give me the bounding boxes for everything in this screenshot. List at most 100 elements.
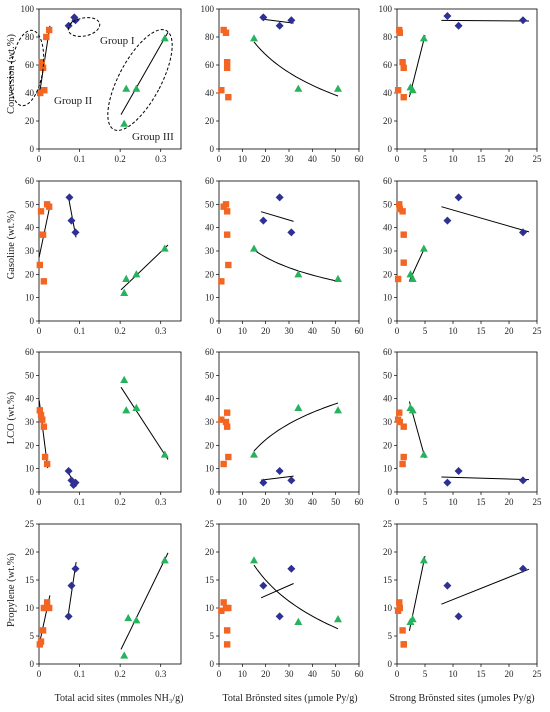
y-tick-label: 40 (383, 88, 393, 98)
group-iii-point (120, 119, 129, 127)
group-iii-point (408, 274, 417, 282)
x-tick-label: 10 (238, 154, 248, 164)
group-iii-trend-line (120, 552, 169, 650)
group-iii-point (334, 84, 342, 92)
group-i-trend-line (441, 476, 530, 481)
y-tick-label: 10 (25, 464, 35, 474)
y-tick-label: 0 (210, 316, 215, 326)
group-iii-point (160, 556, 169, 564)
group-i-point (287, 564, 296, 573)
x-tick-label: 20 (505, 154, 515, 164)
group-iii-point (419, 556, 428, 564)
x-tick-label: 0 (217, 326, 222, 336)
group-ii-point (39, 627, 47, 634)
group-iii-point (419, 244, 428, 252)
group-i-trend-line (441, 19, 530, 22)
x-tick-label: 20 (505, 497, 515, 507)
x-tick-label: 15 (477, 326, 487, 336)
group-iii-point (120, 288, 129, 296)
group-i-trend-line (261, 18, 294, 24)
group-i-trend-line (260, 583, 294, 599)
panel-r1-c0: 0 0.1 0.2 0.3 0 10 20 30 40 50 60 (25, 176, 182, 336)
group-ii-point (218, 607, 225, 614)
group-ii-point (218, 278, 225, 285)
x-tick-label: 0.2 (115, 669, 126, 679)
y-tick-label: 5 (388, 631, 393, 641)
group-i-point (287, 476, 296, 485)
group-iii-point (122, 274, 131, 282)
y-tick-label: 60 (383, 176, 393, 186)
x-tick-label: 60 (355, 497, 365, 507)
y-tick-label: 25 (205, 519, 215, 529)
group-iii-trend-line (120, 386, 169, 460)
group-i-trend-line (260, 211, 294, 222)
group-i-point (64, 612, 73, 621)
y-tick-label: 60 (205, 176, 215, 186)
group-iii-point (132, 84, 141, 92)
x-tick-label: 0.2 (115, 497, 126, 507)
group-i-point (519, 476, 527, 485)
y-tick-label: 20 (25, 269, 35, 279)
group-ii-point (220, 599, 227, 606)
plot-frame (38, 523, 182, 665)
group-ii-point (400, 259, 407, 266)
y-tick-label: 40 (205, 394, 215, 404)
row-label-conversion: Conversion (wt.%) (6, 34, 17, 114)
x-tick-label: 0 (395, 669, 400, 679)
group-ii-point (39, 64, 47, 71)
x-tick-label: 0 (395, 154, 400, 164)
x-tick-label: 0 (37, 326, 42, 336)
x-tick-label: 10 (449, 669, 459, 679)
y-tick-label: 0 (388, 144, 393, 154)
y-tick-label: 50 (25, 199, 35, 209)
group-i-point (519, 16, 527, 25)
x-tick-label: 40 (308, 154, 318, 164)
y-tick-label: 20 (205, 440, 215, 450)
group-i-point (519, 228, 527, 237)
group-ii-point (41, 453, 49, 461)
group-i-point (454, 467, 463, 475)
group-ii-point (400, 231, 407, 238)
group-ii-point (396, 409, 403, 416)
y-tick-label: 40 (383, 223, 393, 233)
x-tick-label: 0.2 (115, 154, 126, 164)
panel-r3-c1: 0 10 20 30 40 50 60 0 5 10 15 20 25 (205, 519, 364, 679)
x-tick-label: 0.2 (115, 326, 126, 336)
group-iii-point (120, 651, 129, 659)
y-tick-label: 60 (205, 347, 215, 357)
group-ii-point (399, 627, 406, 634)
group-iii-trend-line (253, 249, 339, 282)
y-tick-label: 10 (383, 464, 393, 474)
group-iii-trend-line (120, 32, 169, 115)
group-ii-point (40, 423, 48, 430)
group-i-point (259, 581, 268, 590)
plot-frame (396, 523, 538, 665)
group-ii-point (400, 64, 407, 71)
group-iii-point (120, 375, 129, 383)
y-tick-label: 80 (205, 32, 215, 42)
x-tick-label: 10 (238, 669, 248, 679)
x-tick-label: 0 (217, 669, 222, 679)
y-tick-label: 20 (25, 116, 35, 126)
x-tick-label: 10 (238, 326, 248, 336)
group-ii-point (400, 423, 407, 430)
plot-frame (396, 180, 538, 322)
y-tick-label: 20 (383, 116, 393, 126)
x-tick-label: 10 (449, 497, 459, 507)
group-i-trend-line (441, 568, 530, 605)
y-tick-label: 40 (383, 394, 393, 404)
x-tick-label: 60 (355, 669, 365, 679)
group-ii-point (396, 29, 403, 36)
panel-r2-c0: 0 0.1 0.2 0.3 0 10 20 30 40 50 60 (25, 347, 182, 507)
y-tick-label: 0 (30, 487, 35, 497)
y-tick-label: 10 (25, 293, 35, 303)
group-i-point (275, 21, 284, 30)
group-ii-point (396, 201, 403, 208)
group-i-point (259, 13, 268, 22)
x-tick-label: 0.1 (74, 669, 85, 679)
x-tick-label: 20 (261, 669, 271, 679)
x-tick-label: 0.3 (155, 669, 167, 679)
group-ii-point (220, 460, 227, 468)
x-tick-label: 5 (423, 669, 428, 679)
